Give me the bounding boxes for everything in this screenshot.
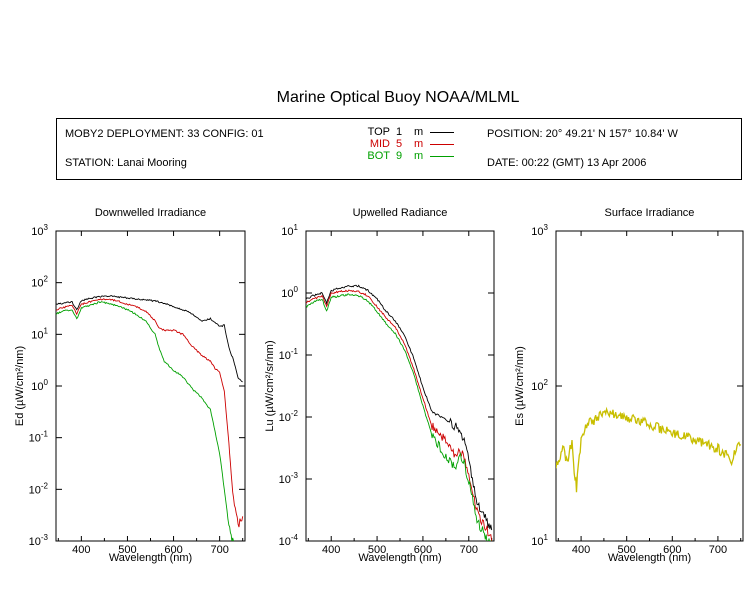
series-line-top [306, 284, 493, 531]
x-tick-label: 400 [72, 544, 90, 556]
y-tick-label: 103 [531, 223, 548, 238]
x-tick-label: 500 [118, 544, 136, 556]
legend-item-mid: MID 5 m [364, 138, 484, 150]
y-tick-label: 10-2 [279, 409, 299, 424]
deployment-text: MOBY2 DEPLOYMENT: 33 CONFIG: 01 [65, 128, 264, 140]
x-tick-label: 400 [322, 544, 340, 556]
y-tick-label: 10-3 [29, 533, 49, 548]
x-tick-label: 700 [210, 544, 228, 556]
series-line-top [56, 295, 243, 383]
x-tick-label: 500 [368, 544, 386, 556]
y-tick-label: 102 [531, 378, 548, 393]
y-tick-label: 103 [31, 223, 48, 238]
legend-name: TOP [367, 126, 390, 138]
legend-item-top: TOP 1 m [364, 126, 484, 138]
chart-title: Surface Irradiance [605, 207, 695, 219]
y-axis-label: Es (µW/cm²/nm) [514, 346, 526, 426]
chart-panel-0: Downwelled Irradiance 400 500 600 700 Wavelen… [14, 207, 246, 564]
legend-unit: m [414, 138, 424, 150]
legend-depth: 5 [396, 138, 403, 150]
y-tick-label: 101 [31, 326, 48, 341]
legend-unit: m [414, 126, 424, 138]
y-tick-label: 10-4 [279, 533, 299, 548]
x-tick-label: 600 [164, 544, 182, 556]
y-tick-label: 10-1 [29, 430, 49, 445]
main-title: Marine Optical Buoy NOAA/MLML [276, 89, 520, 106]
legend-depth: 9 [396, 150, 403, 162]
y-axis-label: Ed (µW/cm²/nm) [14, 346, 26, 426]
y-tick-label: 10-2 [29, 481, 49, 496]
y-tick-label: 101 [531, 533, 548, 548]
y-axis-label: Lu (µW/cm²/sr/nm) [264, 340, 276, 431]
legend-line-swatch [430, 144, 454, 145]
x-tick-label: 500 [618, 544, 636, 556]
plot-frame [555, 230, 744, 542]
legend-line-swatch [430, 156, 454, 157]
series-line-es [556, 406, 742, 493]
position-text: POSITION: 20° 49.21' N 157° 10.84' W [487, 128, 678, 140]
info-box: MOBY2 DEPLOYMENT: 33 CONFIG: 01 STATION:… [56, 118, 742, 180]
y-tick-label: 100 [281, 285, 298, 300]
y-tick-label: 10-1 [279, 347, 299, 362]
chart-title: Downwelled Irradiance [95, 207, 206, 219]
y-tick-label: 10-3 [279, 471, 299, 486]
chart-panel-1: Upwelled Radiance 400 500 600 700 Wavelength … [264, 207, 495, 564]
x-tick-label: 600 [663, 544, 681, 556]
x-tick-label: 700 [460, 544, 478, 556]
series-line-mid [56, 298, 244, 528]
y-tick-label: 101 [281, 223, 298, 238]
series-line-bot [56, 301, 234, 541]
x-axis-label: Wavelength (nm) [358, 552, 441, 564]
x-tick-label: 700 [709, 544, 727, 556]
y-tick-label: 102 [31, 275, 48, 290]
chart-title: Upwelled Radiance [353, 207, 448, 219]
y-tick-label: 100 [31, 378, 48, 393]
legend-depth: 1 [396, 126, 403, 138]
legend-item-bot: BOT 9 m [364, 150, 484, 162]
plot-frame [305, 230, 495, 542]
plot-frame [55, 230, 246, 542]
series-line-bot [306, 293, 492, 541]
date-text: DATE: 00:22 (GMT) 13 Apr 2006 [487, 157, 647, 169]
x-axis-label: Wavelength (nm) [109, 552, 192, 564]
legend-unit: m [414, 150, 424, 162]
x-tick-label: 400 [572, 544, 590, 556]
chart-panel-2: Surface Irradiance 400 500 600 700 Wavelength… [514, 207, 744, 564]
x-tick-label: 600 [414, 544, 432, 556]
legend-line-swatch [430, 132, 454, 133]
legend-name: BOT [367, 150, 390, 162]
station-text: STATION: Lanai Mooring [65, 157, 187, 169]
legend-name: MID [369, 138, 390, 150]
x-axis-label: Wavelength (nm) [608, 552, 691, 564]
